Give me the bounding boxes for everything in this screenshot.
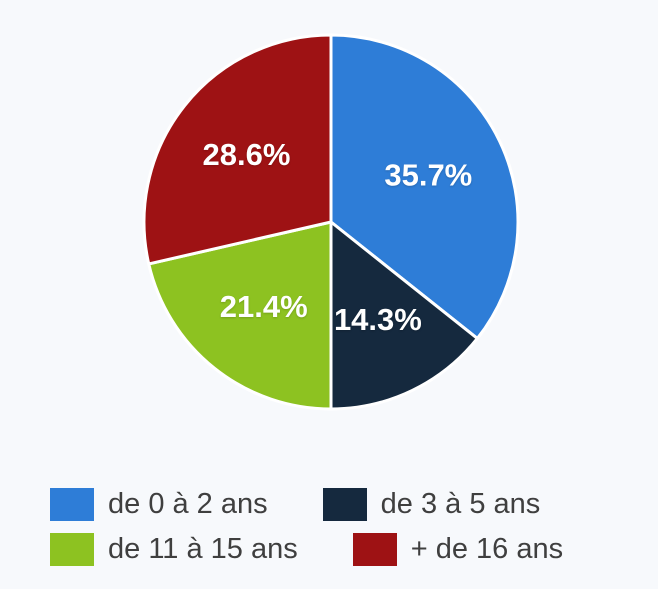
pie-chart: 35.7%14.3%21.4%28.6% (142, 33, 520, 411)
legend-label: de 0 à 2 ans (108, 488, 268, 520)
legend: de 0 à 2 ans de 3 à 5 ans de 11 à 15 ans… (50, 488, 563, 578)
legend-row-2: de 11 à 15 ans + de 16 ans (50, 533, 563, 566)
legend-item-de-3-a-5-ans[interactable]: de 3 à 5 ans (322, 488, 541, 521)
pie-slice[interactable] (329, 33, 520, 340)
legend-row-1: de 0 à 2 ans de 3 à 5 ans (50, 488, 563, 521)
legend-swatch-blue (50, 488, 94, 521)
pie-slice[interactable] (329, 220, 479, 411)
legend-label: de 11 à 15 ans (108, 533, 298, 565)
pie-chart-area: 35.7% 14.3% 21.4% 28.6% (142, 33, 520, 411)
legend-item-de-0-a-2-ans[interactable]: de 0 à 2 ans (50, 488, 268, 521)
pie-slice[interactable] (147, 220, 333, 411)
pie-slice[interactable] (142, 33, 333, 266)
legend-item-de-11-a-15-ans[interactable]: de 11 à 15 ans (50, 533, 298, 566)
legend-swatch-green (50, 533, 94, 566)
legend-swatch-navy (322, 488, 367, 521)
legend-item-plus-de-16-ans[interactable]: + de 16 ans (352, 533, 564, 566)
legend-label: de 3 à 5 ans (380, 488, 541, 520)
legend-label: + de 16 ans (410, 533, 564, 565)
legend-swatch-darkred (352, 533, 397, 566)
